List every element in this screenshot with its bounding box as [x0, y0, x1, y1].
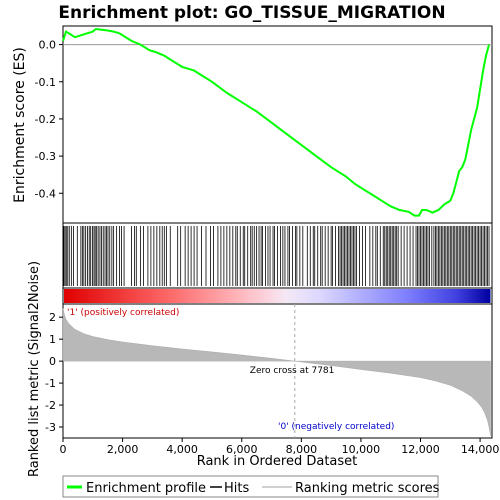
es-tick-label: -0.1: [35, 76, 56, 89]
legend-hits-label: Hits: [224, 481, 249, 496]
metric-y-ticks: 2 1 0 -1 -2 -3: [45, 311, 63, 434]
y-axis-label-es: Enrichment score (ES): [12, 47, 28, 203]
es-panel-frame: [62, 25, 493, 224]
legend-box: [62, 475, 439, 498]
es-tick-label: -0.3: [35, 150, 56, 163]
hits-group: [62, 226, 490, 286]
x-axis-ticks: 0 2,000 4,000 6,000 8,000 10,000 12,000 14,000: [60, 438, 500, 456]
enrichment-profile-group: [62, 27, 490, 217]
x-tick-label: 8,000: [286, 443, 318, 456]
legend-metric-label: Ranking metric scores: [295, 481, 440, 496]
x-axis-label: Rank in Ordered Dataset: [197, 454, 358, 469]
legend-profile-label: Enrichment profile: [86, 481, 206, 496]
metric-tick-label: 0: [49, 355, 56, 368]
metric-tick-label: -3: [45, 421, 56, 434]
es-tick-label: 0.0: [39, 39, 57, 52]
x-tick-label: 12,000: [401, 443, 440, 456]
ranking-metric-area: [62, 308, 491, 436]
x-tick-label: 2,000: [107, 443, 139, 456]
es-tick-label: -0.4: [35, 187, 56, 200]
metric-panel-frame: [62, 303, 493, 439]
ranking-metric-area-group: [62, 308, 491, 436]
zero-cross-label: Zero cross at 7781: [250, 366, 335, 376]
es-y-ticks: 0.0 -0.1 -0.2 -0.3 -0.4: [35, 39, 63, 200]
metric-tick-label: -2: [45, 399, 56, 412]
metric-tick-label: 2: [49, 311, 56, 324]
chart-title: Enrichment plot: GO_TISSUE_MIGRATION: [58, 3, 445, 23]
es-tick-label: -0.2: [35, 113, 56, 126]
enrichment-profile-line: [62, 27, 490, 217]
correlation-colorbar: [64, 289, 491, 303]
x-tick-label: 10,000: [342, 443, 381, 456]
positive-correlation-label: '1' (positively correlated): [67, 308, 179, 318]
x-tick-label: 0: [60, 443, 67, 456]
y-axis-label-metric: Ranked list metric (Signal2Noise): [27, 261, 42, 477]
x-tick-label: 14,000: [461, 443, 500, 456]
metric-tick-label: -1: [45, 377, 56, 390]
metric-tick-label: 1: [49, 333, 56, 346]
negative-correlation-label: '0' (negatively correlated): [278, 422, 394, 432]
x-tick-label: 4,000: [166, 443, 198, 456]
x-tick-label: 6,000: [226, 443, 258, 456]
